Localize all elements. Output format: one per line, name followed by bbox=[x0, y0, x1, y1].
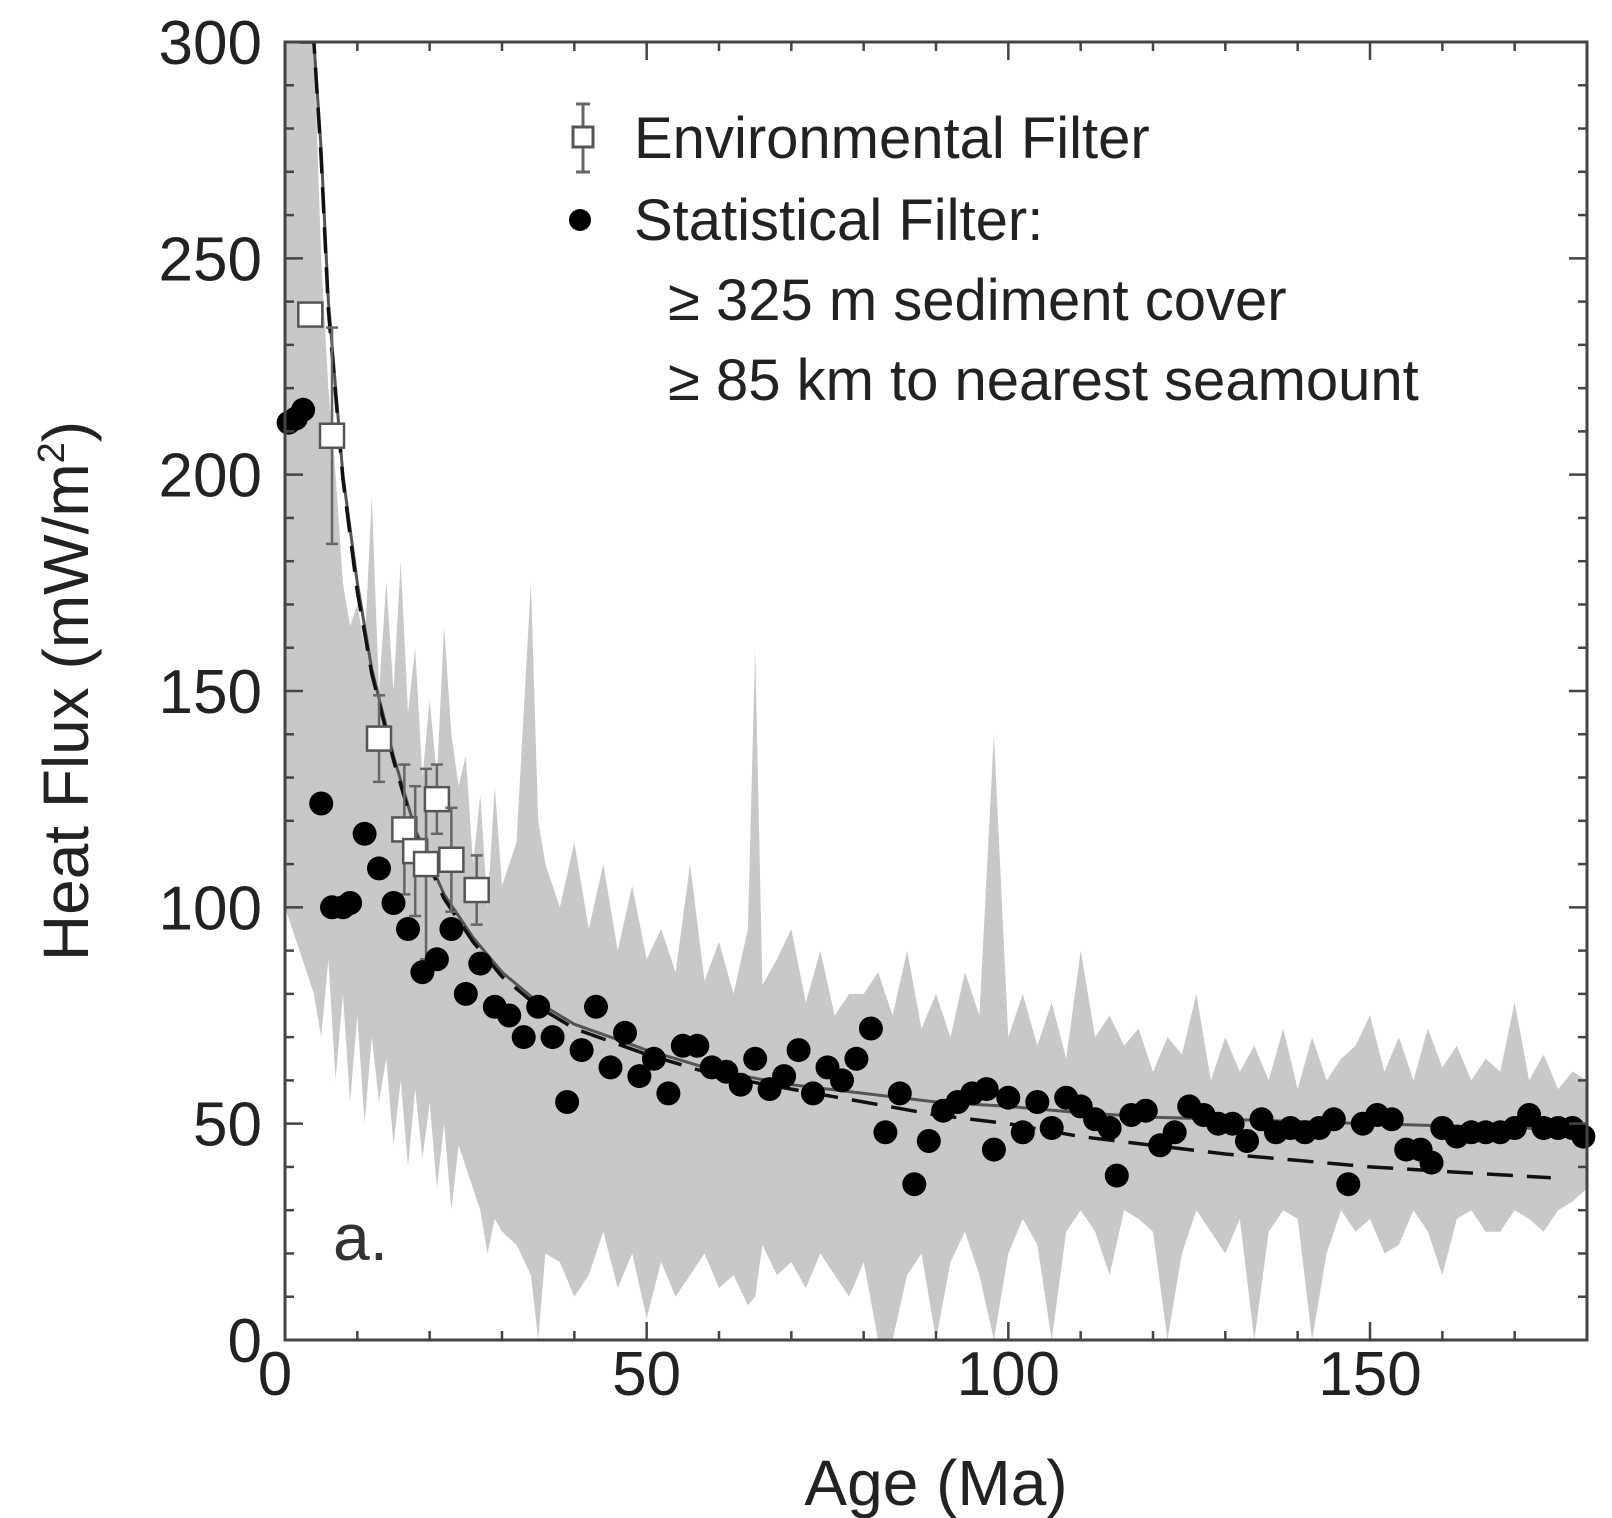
environmental-marker bbox=[318, 422, 346, 449]
statistical-point bbox=[743, 1046, 768, 1071]
legend: Environmental Filter Statistical Filter:… bbox=[569, 102, 1419, 413]
environmental-marker bbox=[438, 846, 465, 873]
environmental-marker bbox=[412, 850, 440, 878]
statistical-point bbox=[1321, 1107, 1346, 1132]
statistical-point bbox=[1162, 1120, 1187, 1145]
statistical-point bbox=[685, 1033, 710, 1058]
statistical-point bbox=[887, 1081, 912, 1106]
statistical-point bbox=[844, 1046, 869, 1071]
x-axis-title: Age (Ma) bbox=[804, 1447, 1067, 1518]
environmental-point bbox=[318, 326, 346, 546]
x-tick-label: 100 bbox=[957, 1340, 1060, 1409]
y-tick-label: 50 bbox=[193, 1091, 262, 1160]
environmental-point bbox=[365, 694, 393, 784]
statistical-point bbox=[598, 1055, 623, 1080]
environmental-point bbox=[297, 301, 324, 328]
fit-curve-dashed bbox=[299, 42, 1551, 1180]
statistical-point bbox=[511, 1025, 536, 1050]
statistical-point bbox=[352, 821, 377, 846]
statistical-point bbox=[453, 981, 478, 1006]
statistical-point bbox=[526, 994, 551, 1019]
statistical-point bbox=[424, 947, 449, 972]
x-tick-label: 50 bbox=[612, 1340, 681, 1409]
statistical-point bbox=[1379, 1107, 1404, 1132]
statistical-point bbox=[1336, 1172, 1361, 1197]
y-tick-label: 0 bbox=[228, 1307, 262, 1376]
statistical-point bbox=[1133, 1098, 1158, 1123]
legend-note-seamount: ≥ 85 km to nearest seamount bbox=[668, 348, 1419, 413]
statistical-point bbox=[801, 1081, 825, 1106]
y-tick-label: 300 bbox=[159, 9, 262, 78]
statistical-point bbox=[367, 856, 391, 881]
legend-environmental-label: Environmental Filter bbox=[634, 106, 1150, 171]
environmental-marker bbox=[297, 301, 324, 328]
statistical-point bbox=[627, 1064, 652, 1089]
statistical-point bbox=[396, 917, 420, 941]
statistical-point bbox=[1235, 1129, 1259, 1153]
y-tick-label: 250 bbox=[159, 225, 262, 294]
statistical-point bbox=[309, 791, 334, 816]
statistical-point bbox=[613, 1020, 637, 1045]
environmental-marker bbox=[423, 785, 451, 813]
statistical-point bbox=[830, 1068, 854, 1093]
y-axis-title-sup: 2 bbox=[31, 442, 73, 463]
statistical-point bbox=[641, 1046, 666, 1071]
statistical-point bbox=[468, 951, 493, 976]
statistical-point bbox=[656, 1081, 681, 1106]
y-tick-label: 200 bbox=[159, 442, 262, 511]
y-tick-label: 150 bbox=[159, 658, 262, 727]
statistical-point bbox=[1097, 1116, 1122, 1140]
statistical-point bbox=[569, 1038, 594, 1063]
statistical-point bbox=[1220, 1111, 1245, 1136]
statistical-point bbox=[786, 1038, 811, 1063]
statistical-point bbox=[439, 917, 464, 941]
statistical-point bbox=[381, 891, 406, 915]
x-tick-label: 150 bbox=[1318, 1340, 1421, 1409]
y-axis-title-close: ) bbox=[30, 421, 102, 442]
y-tick-label: 100 bbox=[159, 874, 262, 943]
statistical-point bbox=[1104, 1163, 1129, 1188]
environmental-point bbox=[423, 763, 451, 836]
statistical-point bbox=[858, 1016, 883, 1041]
statistical-point bbox=[338, 891, 363, 915]
statistical-point bbox=[1010, 1120, 1035, 1145]
statistical-point bbox=[555, 1090, 580, 1114]
statistical-point bbox=[996, 1085, 1021, 1110]
legend-environmental-marker bbox=[571, 102, 595, 174]
statistical-point bbox=[1039, 1116, 1064, 1140]
y-axis-title-main: Heat Flux (mW/m bbox=[30, 463, 102, 961]
statistical-point bbox=[291, 397, 316, 422]
legend-note-sediment: ≥ 325 m sediment cover bbox=[668, 268, 1287, 333]
x-tick-label: 0 bbox=[258, 1340, 292, 1409]
statistical-point bbox=[728, 1072, 753, 1097]
statistical-point bbox=[540, 1025, 565, 1050]
statistical-point bbox=[1571, 1124, 1596, 1149]
variability-band bbox=[285, 42, 1587, 1340]
statistical-point bbox=[974, 1077, 999, 1102]
environmental-point bbox=[463, 854, 490, 926]
statistical-point bbox=[1025, 1090, 1050, 1114]
legend-statistical-marker bbox=[569, 209, 591, 231]
statistical-point bbox=[981, 1137, 1006, 1162]
statistical-point bbox=[873, 1120, 898, 1145]
legend-statistical-label: Statistical Filter: bbox=[634, 188, 1043, 253]
y-axis-title: Heat Flux (mW/m2) bbox=[30, 421, 102, 961]
environmental-point bbox=[438, 806, 465, 913]
environmental-marker bbox=[365, 725, 393, 752]
statistical-point bbox=[916, 1129, 941, 1153]
environmental-marker bbox=[463, 876, 490, 904]
panel-label: a. bbox=[333, 1200, 388, 1274]
statistical-point bbox=[902, 1172, 927, 1197]
statistical-point bbox=[584, 994, 608, 1019]
statistical-point bbox=[772, 1064, 797, 1089]
statistical-point bbox=[1419, 1150, 1444, 1175]
statistical-point bbox=[497, 1003, 522, 1028]
